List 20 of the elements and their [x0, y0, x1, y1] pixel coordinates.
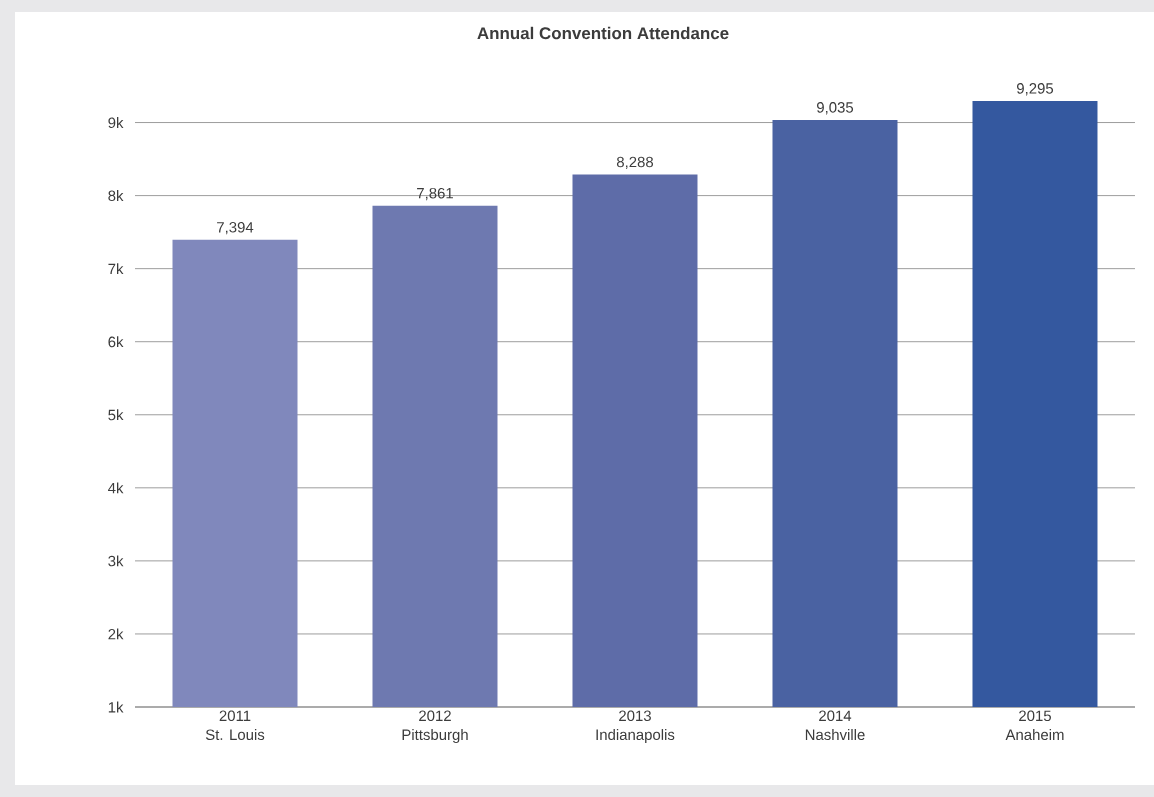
- x-tick-label: 2011 St. Louis: [205, 710, 265, 741]
- y-tick-label: 5k: [108, 409, 124, 421]
- y-tick-label: 6k: [108, 336, 124, 348]
- y-tick-label: 8k: [108, 190, 124, 202]
- y-tick-label: 2k: [108, 628, 124, 640]
- y-tick-label: 1k: [108, 701, 124, 713]
- x-tick-label: 2015 Anaheim: [1005, 710, 1064, 741]
- data-label: 8,288: [616, 156, 654, 170]
- y-tick-label: 3k: [108, 555, 124, 567]
- x-tick-label: 2014 Nashville: [805, 710, 865, 741]
- y-tick-label: 7k: [108, 263, 124, 275]
- data-label: 7,861: [417, 187, 453, 201]
- y-tick-label: 4k: [108, 482, 124, 494]
- data-label: 9,035: [817, 102, 854, 115]
- x-tick-label: 2013 Indianapolis: [596, 710, 675, 743]
- chart-title: Annual Convention Attendance: [477, 26, 729, 40]
- y-tick-label: 9k: [108, 117, 124, 129]
- data-label: 7,394: [217, 222, 254, 235]
- x-tick-label: 2012 Pittsburgh: [402, 710, 468, 743]
- data-label: 9,295: [1016, 83, 1054, 96]
